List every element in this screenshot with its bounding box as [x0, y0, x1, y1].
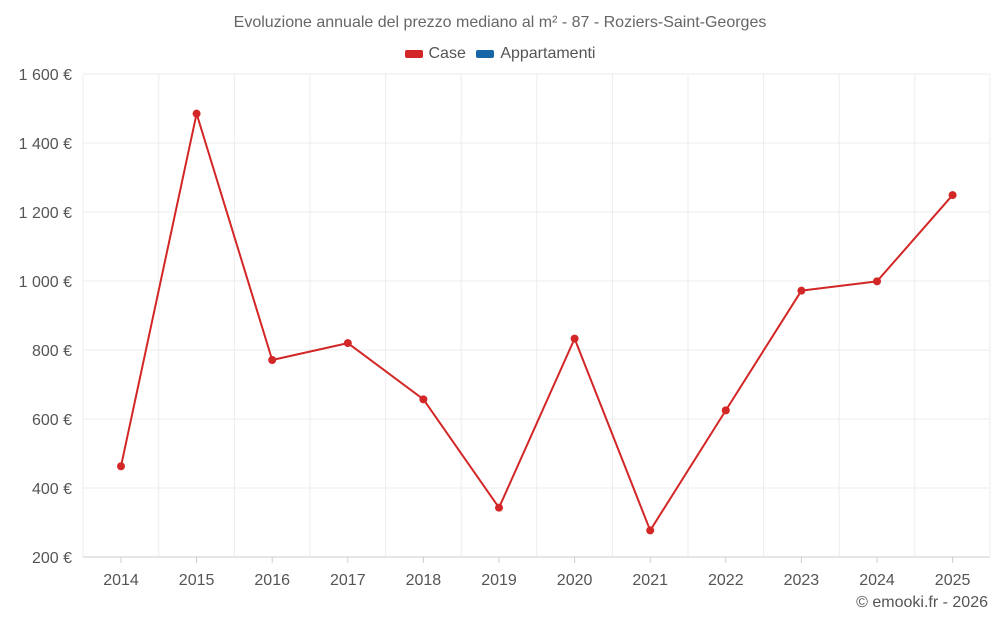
grid	[82, 73, 991, 558]
y-tick-label: 1 600 €	[19, 67, 72, 84]
data-point	[873, 277, 881, 286]
y-tick-label: 400 €	[32, 481, 72, 498]
data-point	[646, 526, 655, 535]
y-axis: 200 € 400 € 600 € 800 € 1 000 € 1 200 € 1 400 …	[19, 67, 72, 567]
x-tick-label: 2024	[859, 572, 895, 589]
data-point	[419, 395, 428, 404]
legend: Case Appartamenti	[0, 45, 1000, 63]
x-tick-label: 2015	[179, 572, 215, 589]
legend-item-case[interactable]: Case	[404, 45, 466, 63]
data-point	[117, 462, 125, 471]
y-tick-label: 1 200 €	[19, 205, 72, 222]
y-tick-label: 800 €	[32, 343, 72, 360]
y-tick-label: 1 000 €	[19, 274, 72, 291]
x-tick-label: 2021	[632, 572, 668, 589]
legend-item-appartamenti[interactable]: Appartamenti	[476, 45, 595, 63]
data-point	[570, 334, 579, 343]
x-tick-label: 2016	[254, 572, 290, 589]
legend-label-case: Case	[428, 45, 466, 62]
y-tick-label: 200 €	[32, 550, 72, 567]
x-tick-label: 2022	[708, 572, 744, 589]
x-tick-label: 2018	[406, 572, 442, 589]
legend-swatch-case	[404, 50, 423, 58]
chart-title: Evoluzione annuale del prezzo mediano al…	[233, 14, 767, 31]
y-tick-label: 1 400 €	[19, 136, 72, 153]
legend-label-appartamenti: Appartamenti	[500, 45, 596, 62]
y-tick-label: 600 €	[32, 412, 72, 429]
x-tick-label: 2019	[481, 572, 517, 589]
data-point	[268, 356, 277, 365]
data-point	[343, 339, 352, 348]
legend-swatch-appartamenti	[476, 50, 495, 58]
copyright: © emooki.fr - 2026	[856, 594, 988, 611]
data-point	[192, 109, 201, 118]
data-point	[721, 406, 730, 415]
x-tick-label: 2017	[330, 572, 366, 589]
data-point	[797, 286, 806, 295]
x-tick-label: 2014	[103, 572, 139, 589]
data-point	[948, 191, 957, 200]
x-tick-label: 2020	[557, 572, 593, 589]
data-point	[495, 503, 503, 512]
x-tick-label: 2023	[784, 572, 820, 589]
series-line-case	[120, 112, 954, 532]
x-axis: 2014 2015 2016 2017 2018 2019 2020 2021 2022 2023…	[103, 557, 970, 589]
x-tick-label: 2025	[935, 572, 971, 589]
series-layer	[117, 109, 957, 535]
